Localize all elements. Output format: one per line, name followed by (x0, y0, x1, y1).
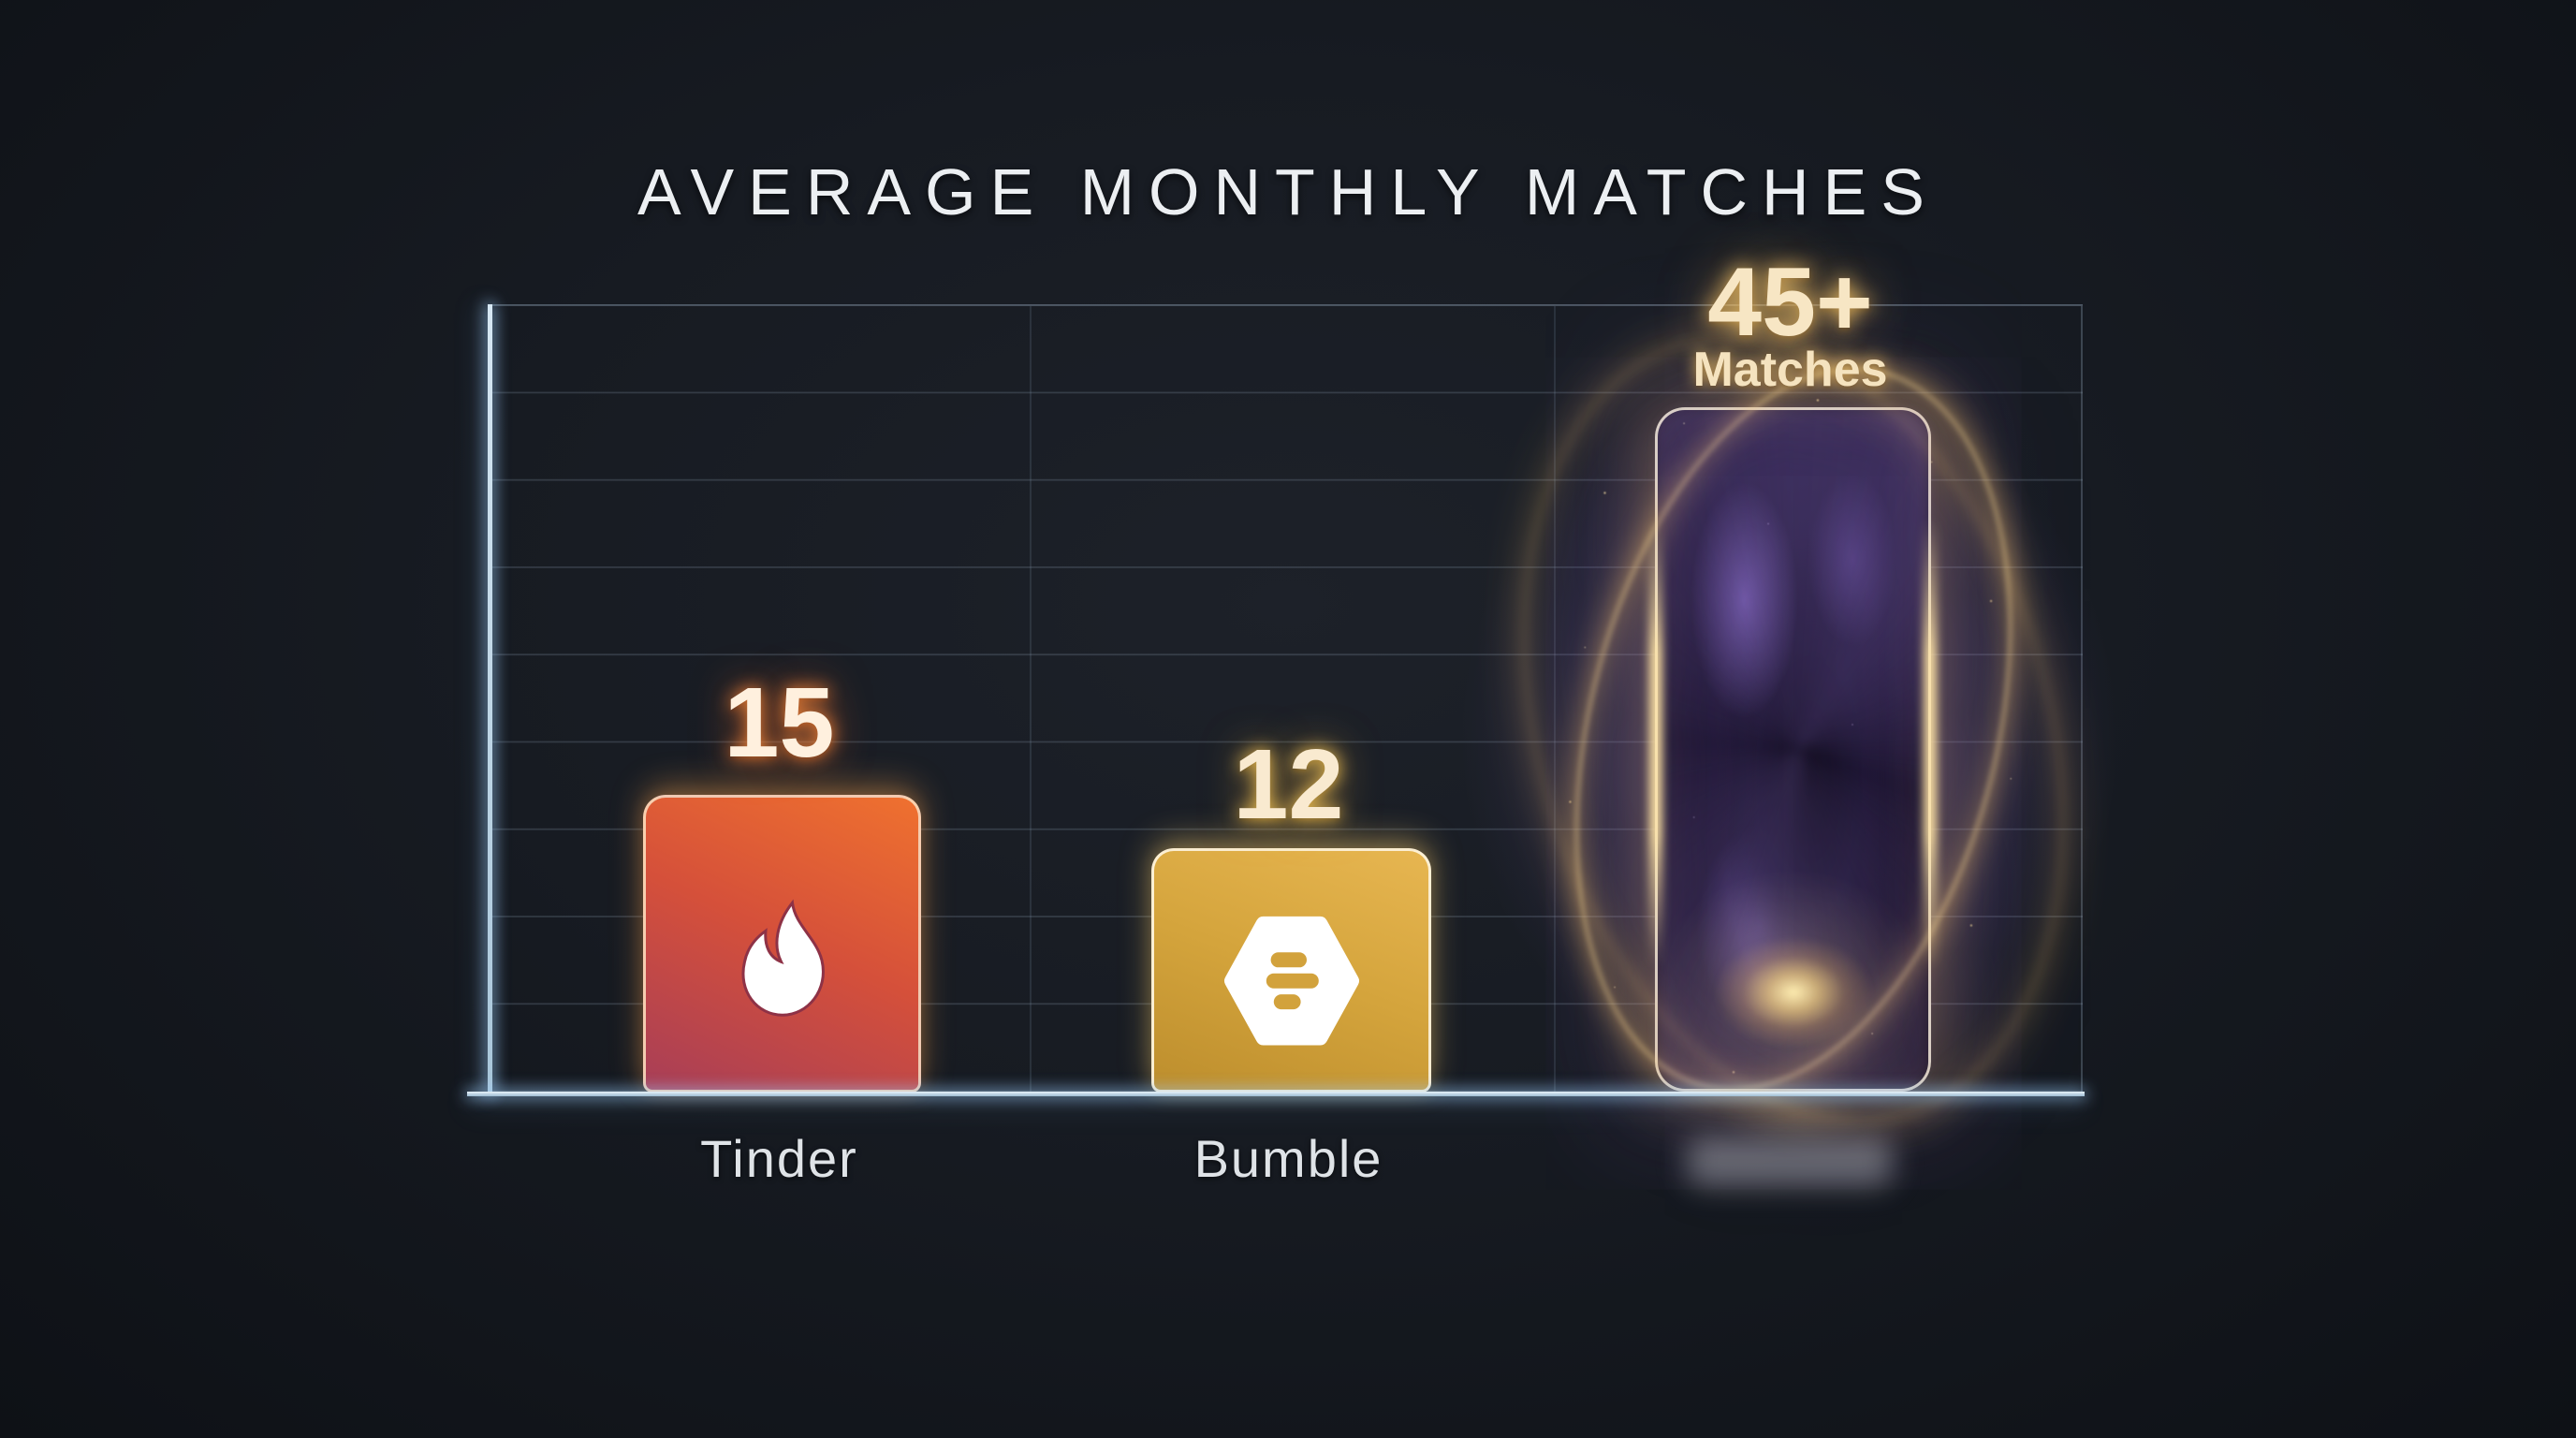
tinder-flame-icon (712, 894, 853, 1039)
vertical-gridline (1030, 306, 1032, 1093)
chart-plot-area: 15 Tinder 12 Bumble 45+ Matches (467, 254, 2211, 1196)
mystery-value-sublabel: Matches (1692, 343, 1888, 397)
bumble-value-label: 12 (1233, 729, 1344, 840)
mystery-phone-bar (1435, 271, 2151, 1186)
mystery-value-label: 45+ (1707, 248, 1873, 357)
gold-beam-right (1924, 519, 1937, 967)
page-title: AVERAGE MONTHLY MATCHES (637, 154, 1939, 228)
tinder-axis-label: Tinder (700, 1129, 858, 1188)
gold-beam-left (1649, 519, 1662, 967)
bumble-hive-icon (1217, 905, 1367, 1060)
tinder-bar (643, 795, 921, 1093)
y-axis-line (488, 304, 492, 1094)
bumble-axis-label: Bumble (1193, 1129, 1383, 1188)
bumble-bar (1151, 848, 1431, 1093)
x-axis-line (467, 1092, 2085, 1096)
glowing-orb (1713, 935, 1873, 1049)
tinder-value-label: 15 (724, 668, 835, 778)
blurred-app-label (1687, 1137, 1893, 1186)
